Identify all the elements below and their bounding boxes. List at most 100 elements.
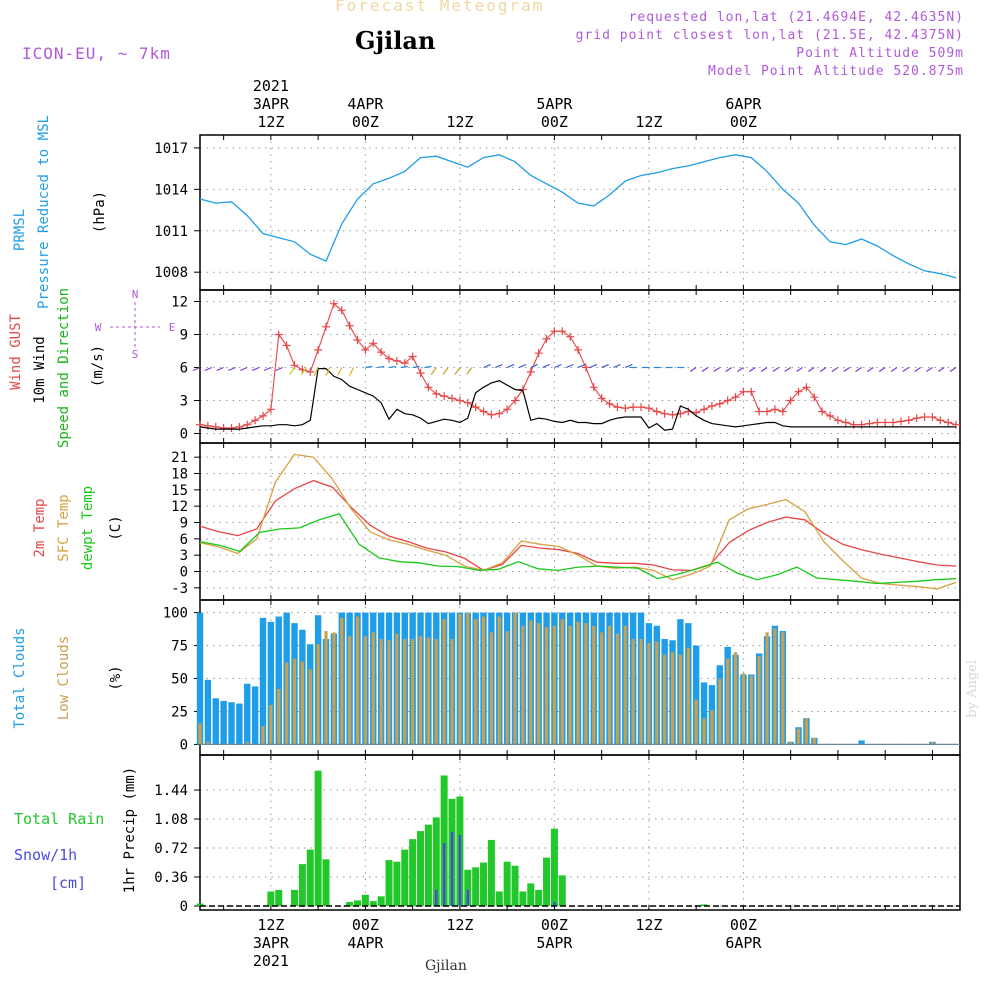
low-cloud-bar bbox=[332, 632, 336, 745]
y-tick-label: 1017 bbox=[154, 141, 188, 157]
gust-point bbox=[747, 387, 756, 396]
requested-coords: requested lon,lat (21.4694E, 42.4635N) bbox=[628, 10, 964, 25]
chart-title: Forecast Meteogram bbox=[335, 0, 545, 15]
snow-bar bbox=[435, 889, 438, 906]
wind-direction-arrow bbox=[388, 365, 397, 369]
gust-point bbox=[841, 418, 850, 427]
low-cloud-bar bbox=[568, 625, 572, 745]
rain-bar bbox=[196, 903, 204, 906]
total-cloud-bar bbox=[196, 612, 204, 745]
gust-point bbox=[400, 359, 409, 368]
y-tick-label: 3 bbox=[180, 548, 188, 564]
top-time-label: 12Z bbox=[257, 113, 284, 131]
wind-direction-arrow bbox=[843, 367, 851, 372]
gust-point bbox=[424, 383, 433, 392]
wind-direction-arrow bbox=[867, 367, 874, 372]
gust-point bbox=[605, 399, 614, 408]
ylabel-low-clouds: Low Clouds bbox=[56, 636, 72, 720]
wind-direction-arrow bbox=[495, 363, 503, 369]
wind-direction-arrow bbox=[454, 367, 461, 375]
top-time-label: 3APR bbox=[253, 95, 290, 113]
gust-point bbox=[589, 383, 598, 392]
rain-bar bbox=[369, 901, 377, 906]
gust-point bbox=[865, 419, 874, 428]
wind-direction-arrow bbox=[713, 367, 721, 372]
y-tick-label: 50 bbox=[171, 672, 188, 688]
wind-direction-arrow bbox=[819, 367, 827, 372]
top-time-label: 00Z bbox=[352, 113, 379, 131]
low-cloud-bar bbox=[277, 689, 281, 745]
low-cloud-bar bbox=[371, 632, 375, 745]
low-cloud-bar bbox=[426, 637, 430, 745]
rain-bar bbox=[503, 861, 511, 906]
rain-bar bbox=[550, 828, 558, 906]
low-cloud-bar bbox=[379, 638, 383, 745]
gust-point bbox=[511, 396, 520, 405]
ylabel-celsius: (C) bbox=[108, 515, 124, 540]
low-cloud-bar bbox=[450, 638, 454, 745]
wind-direction-arrow bbox=[424, 365, 432, 369]
low-cloud-bar bbox=[607, 625, 612, 745]
wind-direction-arrow bbox=[412, 365, 420, 369]
wind-direction-arrow bbox=[400, 365, 408, 369]
total-cloud-bar bbox=[220, 700, 227, 745]
rain-bar bbox=[275, 889, 283, 906]
gust-point bbox=[385, 354, 394, 363]
rain-bar bbox=[322, 859, 330, 906]
gust-point bbox=[881, 418, 890, 427]
gust-point bbox=[629, 403, 638, 412]
top-time-label: 4APR bbox=[347, 95, 384, 113]
wind-direction-arrow bbox=[466, 367, 473, 375]
gust-point bbox=[889, 418, 898, 427]
bottom-station-label: Gjilan bbox=[425, 958, 467, 974]
gust-point bbox=[361, 345, 370, 354]
wind-direction-arrow bbox=[442, 367, 449, 375]
wind-direction-arrow bbox=[926, 367, 933, 372]
gust-point bbox=[227, 424, 236, 432]
y-tick-label: 25 bbox=[171, 704, 188, 720]
y-tick-label: -3 bbox=[171, 581, 188, 597]
rain-bar bbox=[440, 775, 448, 906]
wind-direction-arrow bbox=[725, 367, 732, 372]
y-tick-label: 0 bbox=[180, 565, 188, 581]
gust-point bbox=[369, 339, 378, 348]
gust-point bbox=[668, 410, 677, 419]
low-cloud-bar bbox=[292, 658, 297, 745]
gust-point bbox=[707, 402, 716, 410]
gust-point bbox=[700, 405, 709, 414]
gust-point bbox=[715, 399, 724, 408]
rain-bar bbox=[543, 857, 551, 906]
gust-point bbox=[644, 404, 653, 413]
compass-e: E bbox=[169, 321, 176, 334]
gust-point bbox=[314, 345, 323, 354]
low-cloud-bar bbox=[781, 632, 785, 745]
rain-bar bbox=[432, 817, 440, 906]
rain-bar bbox=[385, 860, 393, 906]
y-tick-label: 0.36 bbox=[154, 870, 188, 886]
rain-bar bbox=[401, 849, 409, 906]
rain-bar bbox=[393, 861, 401, 906]
low-cloud-bar bbox=[600, 632, 604, 745]
series-gust-line bbox=[199, 302, 957, 429]
gust-point bbox=[660, 409, 669, 418]
bottom-time-label: 3APR bbox=[253, 934, 290, 952]
gust-point bbox=[526, 367, 535, 376]
snow-bar bbox=[466, 889, 469, 906]
y-tick-label: 1011 bbox=[154, 224, 188, 240]
ylabel-direction: Speed and Direction bbox=[56, 288, 72, 448]
rain-bar bbox=[314, 770, 322, 906]
gust-point bbox=[574, 345, 583, 354]
low-cloud-bar bbox=[544, 627, 549, 745]
low-cloud-bar bbox=[647, 642, 651, 745]
low-cloud-bar bbox=[458, 613, 462, 745]
gust-point bbox=[778, 407, 787, 416]
wind-direction-arrow bbox=[890, 367, 898, 372]
y-tick-label: 100 bbox=[163, 606, 188, 622]
gust-point bbox=[487, 410, 496, 419]
low-cloud-bar bbox=[592, 625, 596, 745]
total-cloud-bar bbox=[236, 703, 243, 745]
wind-direction-arrow bbox=[542, 363, 550, 369]
gust-point bbox=[928, 413, 937, 421]
wind-direction-arrow bbox=[737, 367, 744, 372]
